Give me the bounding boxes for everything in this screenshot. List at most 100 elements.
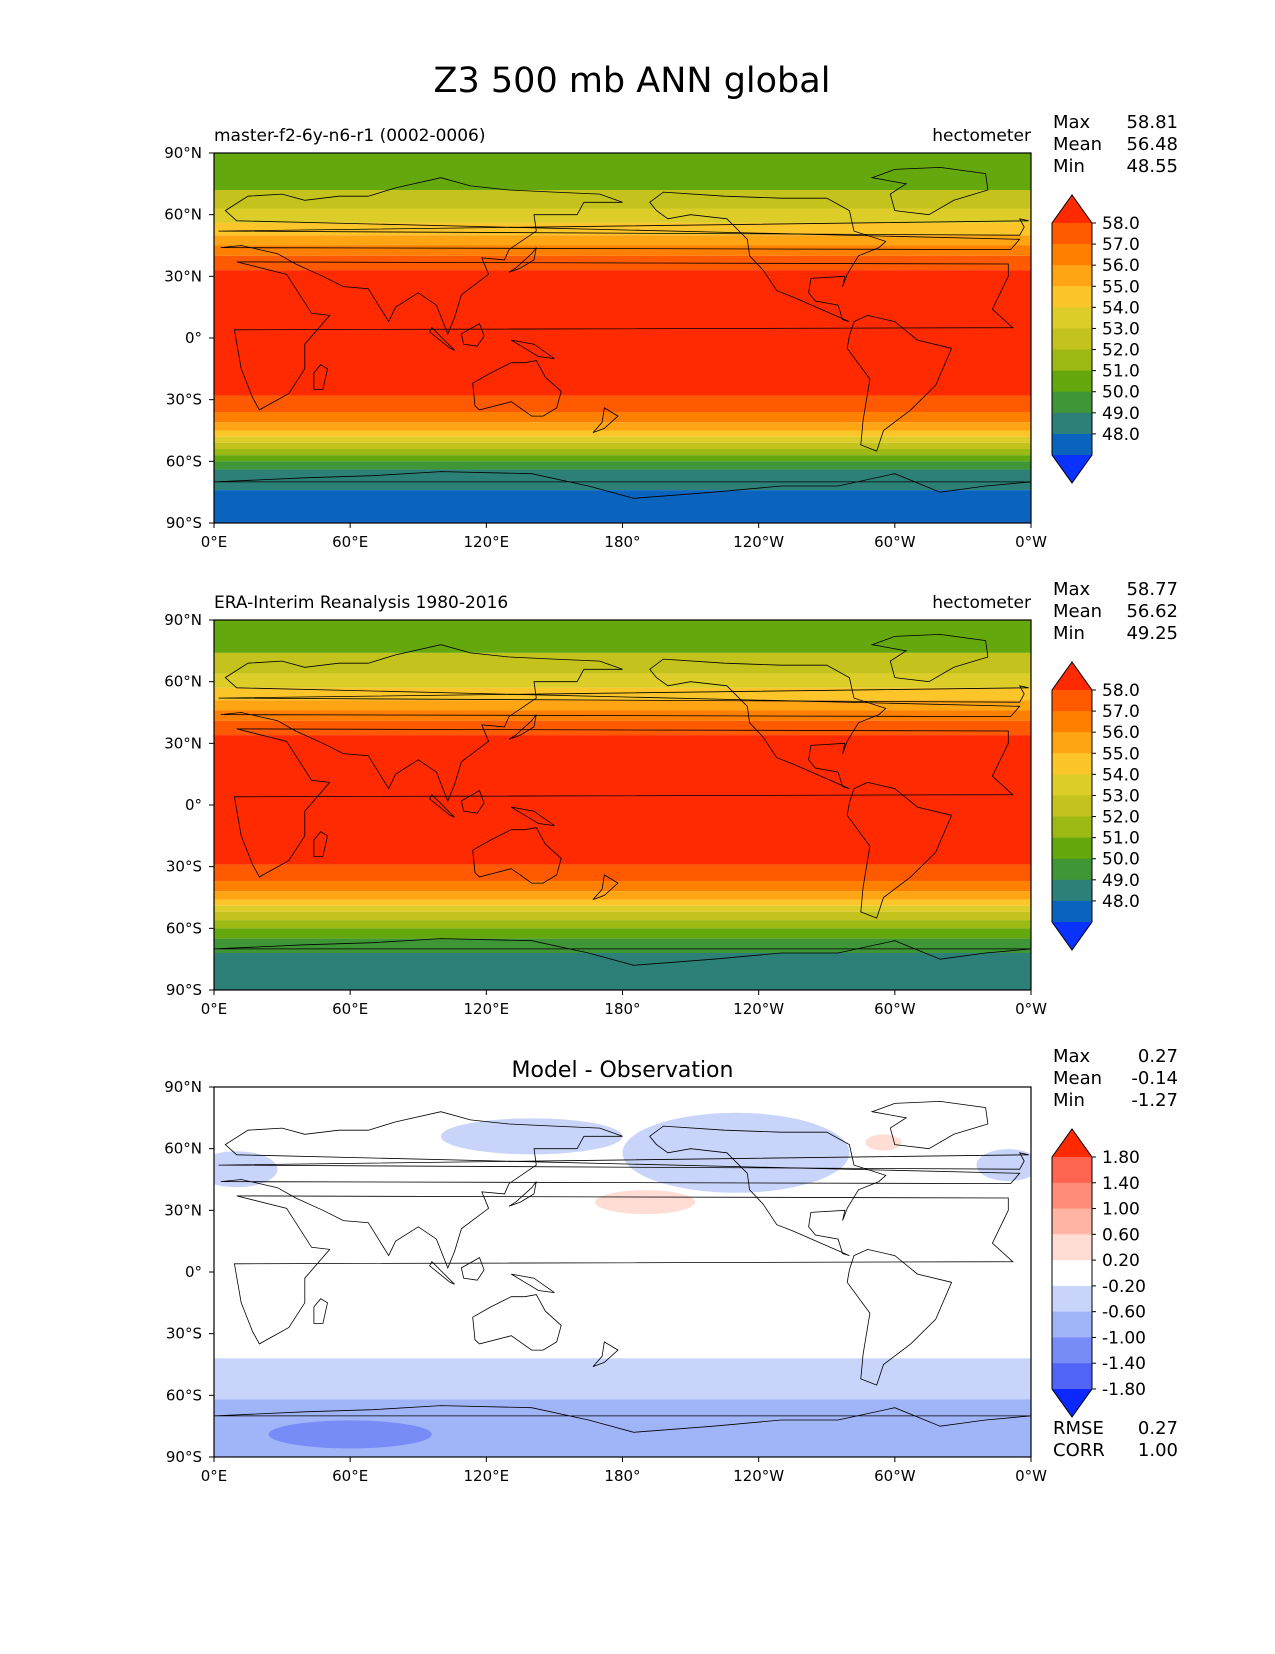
coastline [220,644,1021,802]
colorbar-tick-label: -0.20 [1102,1277,1146,1297]
stat-label: Max [1053,1046,1091,1067]
x-tick-label: 180° [604,1467,640,1485]
coastline [313,831,328,857]
contour-band [214,412,1031,423]
colorbar-segment [1052,900,1092,923]
y-tick-label: 0° [185,796,202,814]
colorbar-segment [1052,816,1092,839]
contour-band [214,652,1031,674]
x-tick-label: 120°E [464,1000,510,1018]
y-tick-label: 0° [185,329,202,347]
y-tick-label: 30°S [166,391,202,409]
y-tick-label: 90°S [166,981,202,999]
map-reference: 0°E 60°E 120°E 180° 120°W 60°W 0°W 90°N 60°N 30°N… [164,611,1047,1018]
colorbar-segment [1052,307,1092,329]
contour-band [214,881,1031,892]
anomaly-region [214,1151,278,1188]
colorbar-tick-label: 49.0 [1102,404,1140,424]
coastline [846,1248,953,1386]
colorbar-segment [1052,1208,1092,1235]
colorbar-segment [1052,349,1092,372]
colorbar-segment [1052,286,1092,308]
x-tick-label: 180° [604,533,640,551]
coastline [220,177,1021,335]
colorbar-segment [1052,370,1092,393]
anomaly-region [595,1190,696,1215]
stats-box: Max 0.27 Mean -0.14 Min -1.27 [1053,1046,1178,1111]
colorbar-tick-label: 57.0 [1102,702,1140,722]
x-tick-label: 0°E [201,1467,228,1485]
colorbar-tick-label: 55.0 [1102,744,1140,764]
colorbar-segment [1052,1363,1092,1390]
colorbar-segment [1052,732,1092,754]
colorbar-segment [1052,711,1092,733]
metric-label: RMSE [1053,1418,1104,1439]
x-tick-label: 0°W [1015,533,1047,551]
stat-value: 58.77 [1126,579,1178,600]
stat-value: 58.81 [1126,112,1178,133]
y-tick-label: 90°S [166,514,202,532]
contour-band [214,469,1031,491]
contour-band [214,449,1031,456]
colorbar-tick-label: 48.0 [1102,892,1140,912]
coastline [218,218,1029,236]
coastline [214,471,1031,499]
colorbar-tick-label: 58.0 [1102,681,1140,701]
y-tick-label: 60°N [164,673,202,691]
contour-band [214,1399,1031,1423]
colorbar-tick-label: 1.80 [1102,1148,1140,1168]
x-tick-label: 60°E [332,1467,368,1485]
contour-band [214,905,1031,912]
panel-test: master-f2-6y-n6-r1 (0002-0006) hectometer… [164,112,1178,551]
stat-value: 56.48 [1126,134,1178,155]
map-test: 0°E 60°E 120°E 180° 120°W 60°W 0°W 90°N 60°N 30°N… [164,144,1047,551]
colorbar-tick-label: 54.0 [1102,765,1140,785]
colorbar-test: 58.057.056.055.054.053.052.051.050.049.0… [1051,194,1140,484]
stat-label: Mean [1053,134,1102,155]
figure-title: Z3 500 mb ANN global [434,61,831,101]
colorbar-segment [1052,433,1092,456]
contour-band [214,153,1031,190]
colorbar-segment [1052,1260,1092,1287]
colorbar-tick-label: 51.0 [1102,362,1140,382]
stat-label: Min [1053,156,1085,177]
coastline [220,1111,1021,1269]
y-tick-label: 0° [185,1263,202,1281]
colorbar-extend-min [1052,922,1092,950]
y-tick-label: 30°S [166,1325,202,1343]
colorbar-tick-label: 0.20 [1102,1251,1140,1271]
coastline [846,314,953,452]
coastline [511,339,555,359]
contour-band [214,1358,1031,1400]
x-tick-label: 120°E [464,533,510,551]
colorbar-tick-label: 49.0 [1102,871,1140,891]
stat-label: Mean [1053,1068,1102,1089]
colorbar-tick-label: 52.0 [1102,341,1140,361]
anomaly-region [622,1112,850,1193]
colorbar-tick-label: 52.0 [1102,808,1140,828]
metric-value: 0.27 [1138,1418,1178,1439]
metric-value: 1.00 [1138,1440,1178,1461]
coastline [649,658,887,789]
colorbar-extend-min [1052,1389,1092,1417]
coastline [460,790,485,814]
contour-band [214,928,1031,939]
coastline [214,938,1031,966]
x-tick-label: 60°E [332,533,368,551]
stat-value: 49.25 [1126,623,1178,644]
anomaly-region [865,1134,902,1151]
colorbar-tick-label: 57.0 [1102,235,1140,255]
contour-band [214,235,1031,246]
colorbar-extend-max [1052,1129,1092,1157]
coastline [460,323,485,347]
colorbar-extend-max [1052,195,1092,223]
y-tick-label: 60°S [166,1386,202,1404]
y-tick-label: 30°S [166,858,202,876]
contour-band [214,899,1031,906]
contour-band [214,461,1031,470]
stat-value: -1.27 [1131,1090,1178,1111]
panel-units: hectometer [932,126,1031,146]
coastline [511,1273,555,1293]
stat-label: Max [1053,112,1091,133]
x-tick-label: 0°E [201,1000,228,1018]
